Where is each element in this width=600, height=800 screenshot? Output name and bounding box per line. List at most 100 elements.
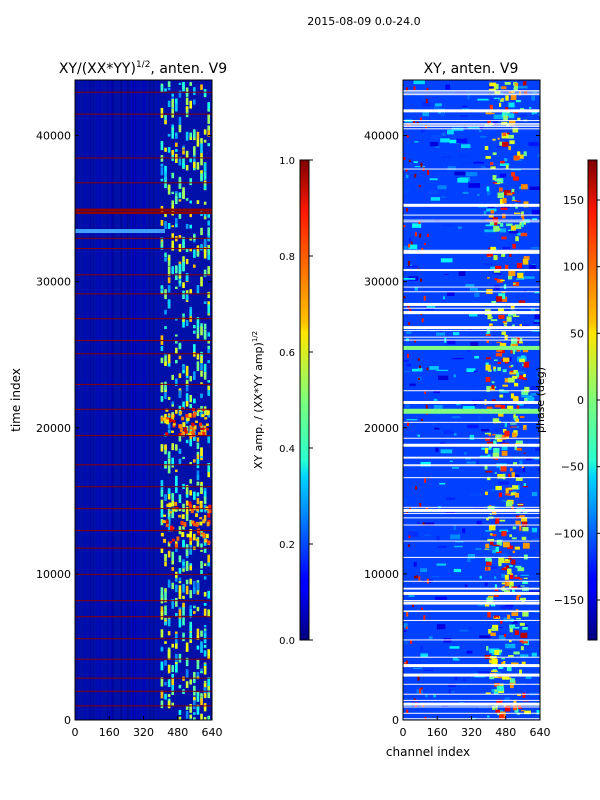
right-heatmap-flag-row <box>403 203 540 207</box>
left-heatmap-cell <box>178 213 182 219</box>
left-heatmap-cell <box>203 608 207 616</box>
left-heatmap-cell <box>171 673 175 679</box>
left-heatmap-cell <box>163 538 167 543</box>
right-heatmap-cell <box>487 277 490 279</box>
right-heatmap-cell <box>498 314 505 319</box>
right-heatmap-cell <box>520 710 525 712</box>
right-heatmap-cell <box>504 113 515 119</box>
left-heatmap-cell <box>179 424 183 429</box>
right-heatmap-cell <box>454 545 463 548</box>
right-heatmap-cell <box>517 503 524 506</box>
right-heatmap-cell <box>472 506 484 511</box>
left-heatmap-cell <box>167 396 171 400</box>
left-heatmap-cell <box>170 430 174 433</box>
right-heatmap-cell <box>491 381 495 384</box>
right-heatmap-cell <box>531 111 540 115</box>
right-heatmap-cell <box>524 386 530 393</box>
left-heatmap-cell <box>197 432 201 436</box>
right-heatmap-cell <box>476 461 479 466</box>
right-heatmap-cell <box>483 210 487 215</box>
right-heatmap-cell <box>519 323 523 327</box>
right-heatmap-flag-row <box>403 390 540 392</box>
right-heatmap-cell <box>494 278 498 281</box>
right-heatmap-cell <box>487 538 495 541</box>
left-heatmap-cell <box>185 223 189 229</box>
left-heatmap-flag-row <box>75 353 212 355</box>
right-heatmap-cell <box>496 296 503 302</box>
right-heatmap-cell <box>451 416 461 419</box>
left-heatmap-cell <box>193 371 196 380</box>
left-heatmap-cell <box>160 489 164 497</box>
right-heatmap-cell <box>478 128 482 132</box>
left-heatmap-cell <box>167 649 171 657</box>
left-heatmap-cell <box>178 243 182 252</box>
right-heatmap-cell <box>518 705 529 707</box>
right-heatmap-cell <box>486 517 489 521</box>
right-heatmap-cell <box>512 432 517 438</box>
right-heatmap-cell <box>414 286 418 291</box>
right-heatmap-cell <box>493 114 506 120</box>
right-heatmap-cell <box>407 421 410 426</box>
left-heatmap-cell <box>160 444 164 449</box>
right-heatmap-cell <box>509 624 515 629</box>
right-heatmap-cell <box>491 658 498 665</box>
right-heatmap-cell <box>485 334 491 336</box>
left-heatmap-cell <box>207 125 211 131</box>
right-heatmap-cell <box>426 233 429 237</box>
right-heatmap-flag-row <box>403 580 540 582</box>
right-heatmap-cell <box>502 357 510 362</box>
left-heatmap-cell <box>179 429 183 432</box>
right-heatmap-flag-row <box>403 693 540 695</box>
right-heatmap-cell <box>486 561 492 566</box>
left-heatmap-cell <box>171 233 175 238</box>
right-heatmap-cell <box>491 689 496 693</box>
right-heatmap-cell <box>521 641 528 644</box>
right-heatmap-cell <box>496 539 503 546</box>
right-heatmap-cell <box>523 452 526 454</box>
left-heatmap-cell <box>200 143 203 154</box>
right-heatmap-cell <box>434 106 440 110</box>
right-heatmap-cell <box>519 358 525 363</box>
right-heatmap-cell <box>494 589 499 591</box>
right-heatmap-cell <box>497 222 501 224</box>
left-heatmap-cell <box>208 509 212 513</box>
right-heatmap-cell <box>487 313 492 320</box>
left-heatmap-flag-row <box>75 113 212 115</box>
right-heatmap-cell <box>484 145 489 150</box>
left-heatmap-cell <box>175 475 178 486</box>
right-heatmap-cell <box>414 141 419 143</box>
left-heatmap-cell <box>165 523 169 527</box>
left-heatmap-cell <box>207 590 211 599</box>
right-heatmap-cell <box>435 447 439 452</box>
right-heatmap-cell <box>451 127 464 132</box>
right-heatmap-cell <box>441 156 451 159</box>
right-xtick-label: 320 <box>461 726 482 739</box>
left-heatmap-cell <box>167 419 171 429</box>
right-heatmap-cell <box>522 486 529 488</box>
right-heatmap-cell <box>516 262 523 269</box>
right-heatmap-cell <box>509 119 516 126</box>
right-heatmap-cell <box>512 490 517 493</box>
left-heatmap-cell <box>188 413 192 418</box>
right-heatmap-cell <box>470 493 482 497</box>
right-heatmap-cell <box>449 139 460 144</box>
left-heatmap-cell <box>171 665 175 673</box>
left-xtick-label: 0 <box>72 726 79 739</box>
left-heatmap-cell <box>160 345 164 351</box>
left-heatmap-cell <box>185 107 189 118</box>
right-heatmap-cell <box>435 596 447 600</box>
left-heatmap-cell <box>160 508 164 518</box>
right-heatmap-cell <box>515 236 519 242</box>
right-heatmap <box>402 79 541 721</box>
left-heatmap-cell <box>207 436 211 444</box>
right-heatmap-cell <box>513 212 521 215</box>
right-heatmap-cell <box>419 502 422 508</box>
left-heatmap-cell <box>164 88 167 92</box>
right-heatmap-cell <box>533 322 540 324</box>
right-heatmap-cell <box>502 473 506 480</box>
left-heatmap-cell <box>193 611 196 614</box>
right-heatmap-cell <box>418 576 421 581</box>
right-heatmap-cell <box>485 357 491 360</box>
left-heatmap-cell <box>193 685 196 696</box>
right-heatmap-cell <box>495 518 500 524</box>
